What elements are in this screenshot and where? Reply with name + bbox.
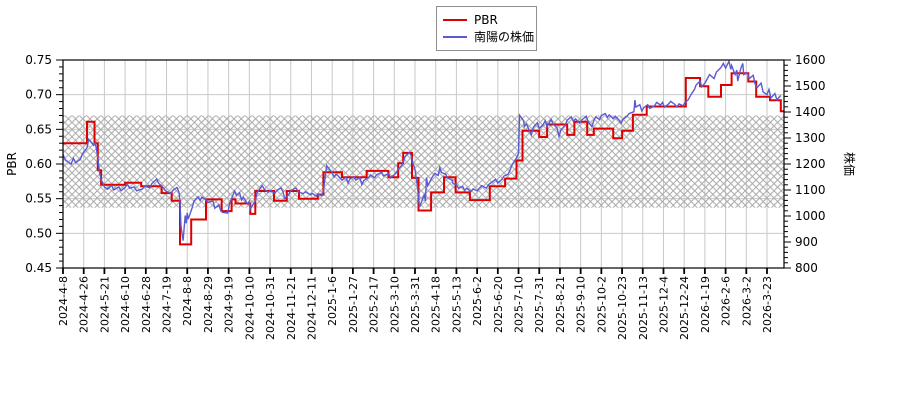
legend-item-pbr: PBR: [443, 11, 530, 28]
right-axis-title: 株価: [842, 152, 857, 176]
x-tick-label: 2025-12-4: [657, 276, 670, 333]
x-tick-label: 2025-1-6: [326, 276, 339, 326]
left-tick-label: 0.70: [25, 88, 52, 102]
x-tick-label: 2025-8-21: [554, 276, 567, 333]
x-tick-label: 2026-3-2: [740, 276, 753, 326]
right-tick-label: 1100: [795, 183, 826, 197]
right-tick-label: 1400: [795, 105, 826, 119]
x-tick-label: 2024-7-19: [161, 276, 174, 333]
legend-label-stock-price: 南陽の株価: [474, 29, 535, 44]
x-tick-label: 2025-7-10: [513, 276, 526, 333]
left-tick-label: 0.60: [25, 157, 52, 171]
x-tick-label: 2025-1-27: [347, 276, 360, 333]
x-tick-label: 2026-1-19: [699, 276, 712, 333]
legend: PBR 南陽の株価: [436, 6, 537, 51]
left-tick-label: 0.65: [25, 122, 52, 136]
stock-price-line-swatch: [443, 35, 467, 38]
x-tick-label: 2025-11-13: [637, 276, 650, 340]
series-line-stock-price: [63, 59, 782, 241]
x-tick-label: 2026-3-23: [761, 276, 774, 333]
left-tick-label: 0.75: [25, 53, 52, 67]
x-tick-label: 2024-6-28: [140, 276, 153, 333]
x-tick-label: 2025-12-24: [678, 276, 691, 340]
x-tick-label: 2024-5-21: [98, 276, 111, 333]
x-tick-label: 2024-4-26: [78, 276, 91, 333]
x-tick-label: 2024-10-10: [243, 276, 256, 340]
x-tick-label: 2025-3-10: [388, 276, 401, 333]
crosshatch-band-rect: [63, 115, 784, 208]
x-tick-label: 2025-5-13: [450, 276, 463, 333]
right-tick-label: 1600: [795, 53, 826, 67]
axis-ticks: [56, 59, 791, 274]
x-tick-label: 2024-8-29: [202, 276, 215, 333]
pbr-line-swatch: [443, 18, 467, 21]
x-tick-label: 2025-10-23: [616, 276, 629, 340]
x-tick-label: 2025-9-10: [575, 276, 588, 333]
x-tick-label: 2025-2-17: [368, 276, 381, 333]
x-tick-label: 2026-2-6: [720, 276, 733, 326]
right-tick-label: 1500: [795, 79, 826, 93]
x-tick-label: 2024-6-10: [119, 276, 132, 333]
series-lines: [63, 59, 784, 246]
right-tick-label: 900: [795, 235, 818, 249]
x-tick-label: 2024-10-31: [264, 276, 277, 340]
right-tick-label: 1300: [795, 131, 826, 145]
hatched-band: [63, 115, 784, 208]
x-tick-label: 2025-10-2: [595, 276, 608, 333]
x-tick-label: 2024-4-8: [57, 276, 70, 326]
x-tick-label: 2025-4-18: [430, 276, 443, 333]
legend-label-pbr: PBR: [474, 12, 498, 27]
x-tick-label: 2024-12-11: [305, 276, 318, 340]
x-tick-label: 2025-6-2: [471, 276, 484, 326]
x-tick-label: 2025-6-20: [492, 276, 505, 333]
left-axis-title: PBR: [5, 152, 19, 176]
x-tick-label: 2024-9-19: [223, 276, 236, 333]
x-tick-label: 2025-7-31: [533, 276, 546, 333]
left-tick-label: 0.55: [25, 192, 52, 206]
axis-labels: 0.45 0.50 0.55 0.60 0.65 0.70 0.75 800 900 1000 11…: [5, 53, 857, 340]
left-tick-label: 0.50: [25, 226, 52, 240]
right-tick-label: 1000: [795, 209, 826, 223]
right-tick-label: 1200: [795, 157, 826, 171]
x-tick-label: 2024-8-8: [181, 276, 194, 326]
left-tick-label: 0.45: [25, 261, 52, 275]
legend-item-stock-price: 南陽の株価: [443, 28, 534, 45]
x-tick-label: 2024-11-21: [285, 276, 298, 340]
x-tick-label: 2025-3-31: [409, 276, 422, 333]
right-tick-label: 800: [795, 261, 818, 275]
